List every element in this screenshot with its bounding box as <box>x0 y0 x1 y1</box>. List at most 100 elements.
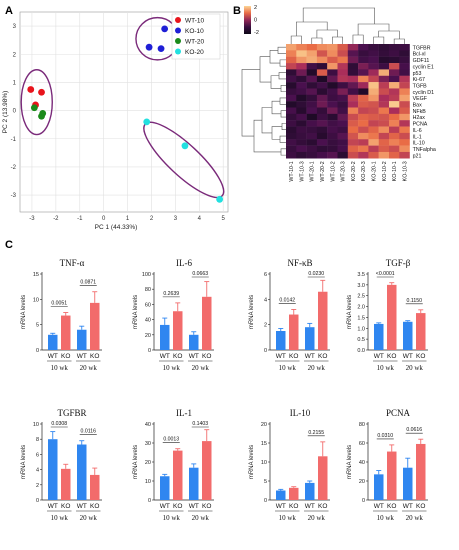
heatmap-cell <box>399 151 410 159</box>
group-label: 20 wk <box>406 364 424 372</box>
heatmap-cell <box>306 94 318 102</box>
heatmap-cell <box>389 113 400 121</box>
p-value-label: 0.0310 <box>377 433 393 439</box>
bar-category-label: WT <box>403 503 413 510</box>
pca-ytick-label: -3 <box>11 193 17 199</box>
heatmap-cell <box>327 120 338 127</box>
heatmap-cell <box>296 126 307 134</box>
legend-swatch <box>175 38 181 44</box>
heatmap-column-label: KO-10-2 <box>382 161 388 181</box>
heatmap-cell <box>358 82 369 89</box>
heatmap-cell <box>368 151 379 159</box>
heatmap-row-label: TGFB <box>413 83 428 89</box>
bar-wt <box>160 476 170 500</box>
pca-ytick-label: -1 <box>11 137 17 143</box>
heatmap-cell <box>337 101 348 108</box>
heatmap-cell <box>327 44 338 51</box>
bar-category-label: WT <box>189 503 199 510</box>
heatmap-cell <box>296 82 307 89</box>
bar-y-tick-label: 0 <box>36 498 39 504</box>
bar-y-axis-label: mRNA levels <box>347 445 353 479</box>
bar-category-label: WT <box>48 503 58 510</box>
heatmap-cell <box>389 44 400 51</box>
bar-ko <box>318 291 328 350</box>
bar-ko <box>289 314 299 350</box>
pca-point-wt-20 <box>30 104 38 112</box>
pca-xtick-label: 5 <box>222 216 226 222</box>
heatmap-cell <box>347 82 359 89</box>
group-label: 20 wk <box>80 514 98 522</box>
pca-xtick-label: 0 <box>102 216 106 222</box>
heatmap-cell <box>327 94 338 102</box>
heatmap-cell <box>368 69 379 76</box>
heatmap-cell <box>296 120 307 127</box>
heatmap-cell <box>399 132 410 140</box>
bar-y-tick-label: 0 <box>264 498 267 504</box>
heatmap-cell <box>347 139 359 146</box>
row-dendrogram-branch <box>279 59 286 67</box>
heatmap-cell <box>368 145 379 153</box>
heatmap-cell <box>368 126 379 134</box>
bar-ko <box>173 311 183 350</box>
heatmap-cell <box>316 63 328 70</box>
heatmap-cell <box>306 145 318 153</box>
bar-category-label: KO <box>173 353 182 360</box>
heatmap-cell <box>358 50 369 57</box>
group-label: 10 wk <box>163 514 181 522</box>
heatmap-column-label: WT-20-3 <box>341 161 347 181</box>
bar-y-tick-label: 4 <box>36 468 39 474</box>
heatmap-cell <box>296 75 307 83</box>
heatmap-cell <box>327 145 338 153</box>
heatmap-cell <box>296 50 307 57</box>
heatmap-cell <box>337 145 348 153</box>
heatmap-cell <box>306 139 318 146</box>
bar-ko <box>61 315 71 350</box>
heatmap-cell <box>337 69 348 76</box>
bar-y-tick-label: 20 <box>145 460 151 466</box>
bar-ko <box>289 487 299 500</box>
bar-y-tick-label: 1.0 <box>357 326 365 332</box>
bar-y-tick-label: 20 <box>145 333 151 339</box>
heatmap-cell <box>286 126 297 134</box>
panel-label-a: A <box>5 5 13 17</box>
heatmap-cell <box>306 151 318 159</box>
heatmap-cell <box>337 88 348 95</box>
row-dendrogram-branch <box>281 123 286 131</box>
heatmap-cell <box>306 113 318 121</box>
pca-point-ko-20 <box>143 118 151 126</box>
bar-y-tick-label: 60 <box>145 302 151 308</box>
bar-y-tick-label: 0.5 <box>357 337 365 343</box>
heatmap-cell <box>389 69 400 76</box>
bar-category-label: KO <box>61 503 70 510</box>
heatmap-cell <box>286 132 297 140</box>
bar-y-tick-label: 80 <box>359 422 365 428</box>
p-value-label: 0.2155 <box>308 430 324 436</box>
bar-wt <box>48 439 58 500</box>
heatmap-cell <box>327 88 338 95</box>
heatmap-cell <box>316 94 328 102</box>
heatmap-cell <box>316 50 328 57</box>
heatmap-cell <box>378 126 390 134</box>
heatmap-cell <box>378 101 390 108</box>
heatmap-cell <box>368 139 379 146</box>
p-value-label: 0.0616 <box>406 427 422 433</box>
bar-y-tick-label: 10 <box>33 297 39 303</box>
heatmap-cell <box>327 113 338 121</box>
heatmap-cell <box>347 50 359 57</box>
heatmap-cell <box>306 63 318 70</box>
heatmap-cell <box>316 44 328 51</box>
heatmap-cell <box>296 63 307 70</box>
heatmap-cell <box>358 63 369 70</box>
legend-label: WT-20 <box>185 38 205 45</box>
bar-ko <box>90 474 100 500</box>
bar-y-tick-label: 0 <box>264 348 267 354</box>
bar-y-tick-label: 0.0 <box>357 348 365 354</box>
p-value-label: 0.0013 <box>163 437 179 443</box>
heatmap-cell <box>378 120 390 127</box>
heatmap-row-label: IL-6 <box>413 128 422 134</box>
bar-wt <box>403 467 413 500</box>
bar-chart-title: IL-1 <box>176 408 192 418</box>
